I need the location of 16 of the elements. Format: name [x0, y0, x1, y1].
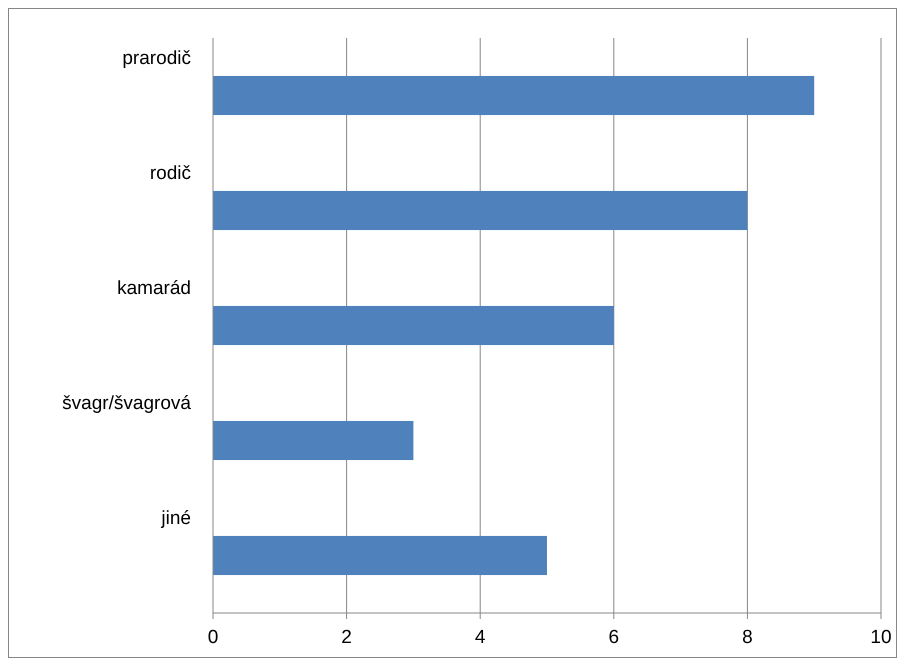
y-tick-label: prarodič [122, 48, 191, 69]
bar [213, 76, 814, 116]
x-tick-label: 0 [208, 627, 218, 648]
x-tick-label: 8 [742, 627, 753, 648]
bar [213, 190, 748, 230]
x-tick-label: 2 [341, 627, 352, 648]
x-tick-label: 4 [474, 627, 486, 648]
bar [213, 306, 614, 346]
bar [213, 536, 547, 576]
y-tick-label: jiné [160, 508, 191, 529]
y-tick-label: švagr/švagrová [62, 392, 192, 414]
x-tick-label: 6 [608, 627, 620, 648]
x-tick-label: 10 [870, 627, 892, 648]
bar [213, 420, 414, 460]
y-tick-label: rodič [150, 162, 191, 184]
y-tick-label: kamarád [117, 278, 191, 299]
